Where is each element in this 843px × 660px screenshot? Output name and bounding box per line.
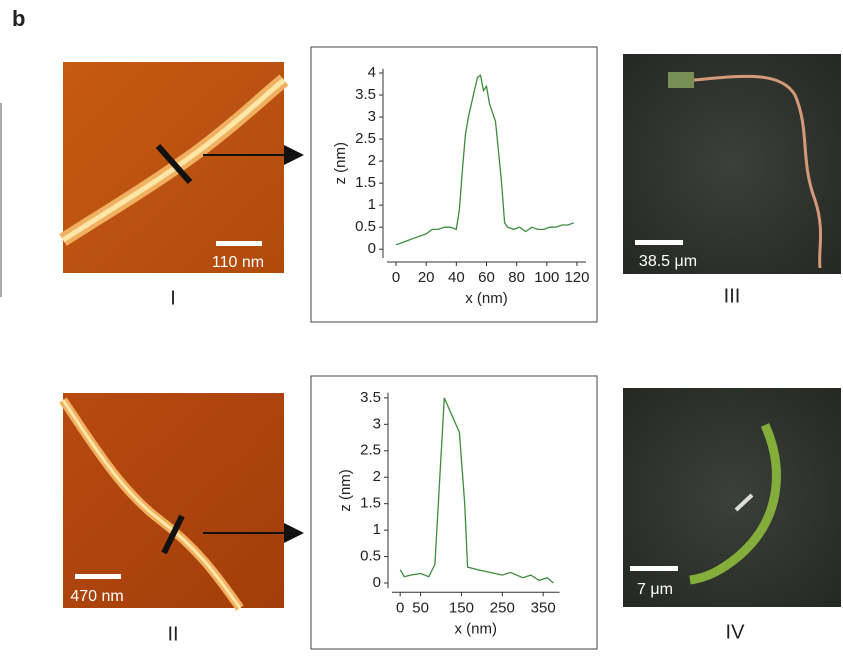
y-tick-label: 1.5 <box>360 495 381 512</box>
y-tick-label: 3 <box>373 415 381 432</box>
caption: III <box>724 285 741 307</box>
x-tick-label: 80 <box>508 269 525 286</box>
y-tick-label: 2.5 <box>360 442 381 459</box>
afm-image <box>63 62 284 273</box>
y-tick-label: 0 <box>368 240 376 257</box>
x-tick-label: 250 <box>490 599 515 616</box>
y-tick-label: 3 <box>368 108 376 125</box>
y-tick-label: 1.5 <box>355 174 376 191</box>
micrograph <box>623 54 841 274</box>
y-tick-label: 3.5 <box>355 86 376 103</box>
scale-bar-label: 110 nm <box>212 254 264 271</box>
x-tick-label: 60 <box>478 269 495 286</box>
y-tick-label: 1 <box>368 196 376 213</box>
x-tick-label: 40 <box>448 269 465 286</box>
y-tick-label: 2 <box>373 468 381 485</box>
x-tick-label: 0 <box>396 599 404 616</box>
x-tick-label: 120 <box>564 269 589 286</box>
y-tick-label: 4 <box>368 64 376 81</box>
scale-bar-label: 470 nm <box>70 588 123 605</box>
profile-line <box>396 75 574 245</box>
y-axis-label: z (nm) <box>337 469 354 512</box>
y-tick-label: 0 <box>373 574 381 591</box>
caption: IV <box>726 621 746 643</box>
x-tick-label: 0 <box>392 269 400 286</box>
y-tick-label: 1 <box>373 521 381 538</box>
x-tick-label: 100 <box>534 269 559 286</box>
scale-bar-label: 38.5 μm <box>639 253 697 270</box>
y-tick-label: 3.5 <box>360 389 381 406</box>
caption: I <box>170 287 176 309</box>
panel-label: b <box>12 6 25 31</box>
x-tick-label: 20 <box>418 269 435 286</box>
x-axis-label: x (nm) <box>465 290 508 307</box>
profile-line <box>400 398 553 583</box>
figure: b 110 nm I 470 nm II 38.5 μm III 7 μm IV <box>0 0 843 660</box>
y-tick-label: 2.5 <box>355 130 376 147</box>
y-tick-label: 2 <box>368 152 376 169</box>
y-tick-label: 0.5 <box>355 218 376 235</box>
x-tick-label: 350 <box>531 599 556 616</box>
x-tick-label: 50 <box>412 599 429 616</box>
caption: II <box>167 623 178 645</box>
x-tick-label: 150 <box>449 599 474 616</box>
x-axis-label: x (nm) <box>455 620 498 637</box>
afm-image <box>63 393 284 608</box>
y-tick-label: 0.5 <box>360 548 381 565</box>
scale-bar-label: 7 μm <box>637 581 673 598</box>
y-axis-label: z (nm) <box>332 142 349 185</box>
micrograph <box>623 388 841 607</box>
